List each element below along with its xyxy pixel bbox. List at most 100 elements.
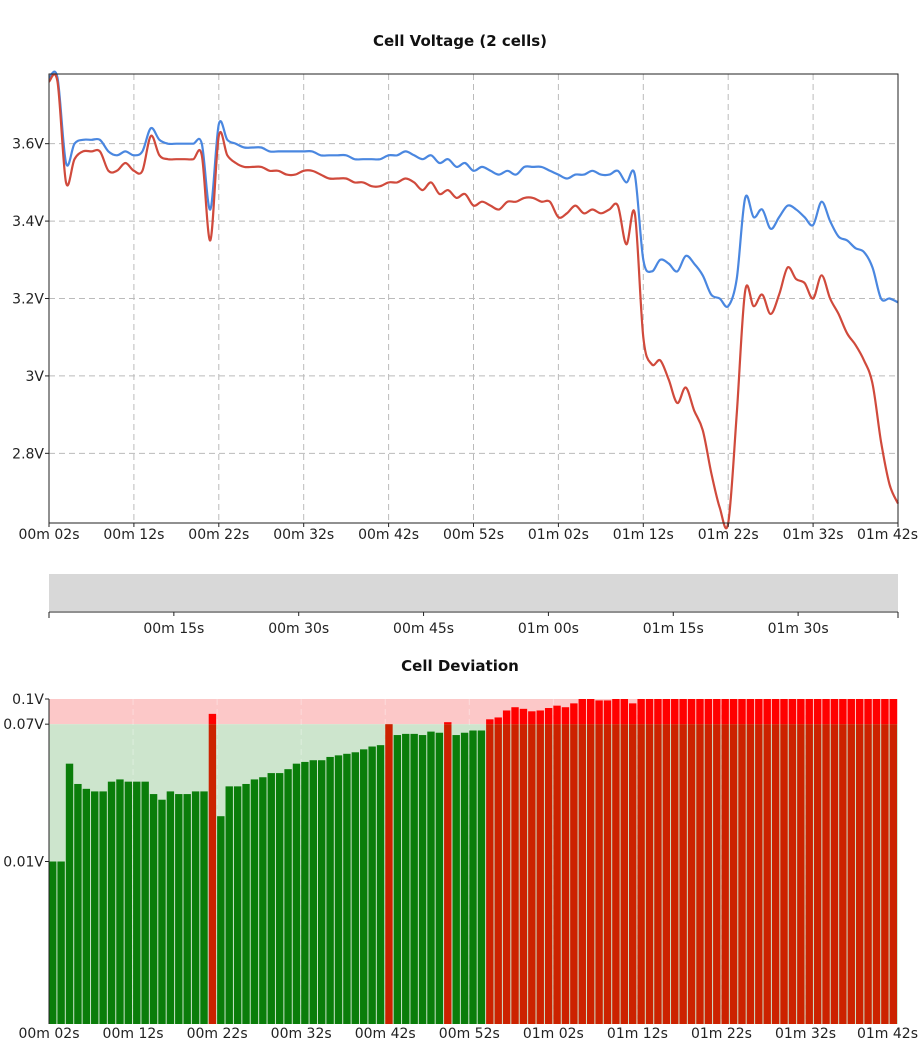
deviation-bar: [267, 773, 275, 1024]
deviation-bar: [889, 724, 897, 1024]
deviation-bar: [275, 773, 284, 1024]
deviation-x-tick-label: 00m 22s: [187, 1026, 248, 1042]
voltage-y-tick-label: 2.8V: [12, 446, 44, 462]
deviation-bar: [82, 788, 91, 1024]
deviation-bar-excess: [544, 708, 553, 725]
deviation-bar: [645, 724, 654, 1024]
deviation-bar: [629, 724, 637, 1024]
deviation-bar: [788, 724, 797, 1024]
deviation-bar-excess: [847, 699, 855, 725]
deviation-bar: [309, 760, 317, 1024]
deviation-bar-excess: [595, 700, 603, 725]
deviation-bar-excess: [612, 699, 620, 725]
deviation-bar: [158, 799, 166, 1024]
deviation-bar-excess: [729, 699, 738, 725]
deviation-bar: [797, 724, 805, 1024]
deviation-bar: [881, 724, 889, 1024]
deviation-bar-excess: [830, 699, 839, 725]
deviation-bar: [519, 724, 528, 1024]
voltage-x-tick-label: 00m 32s: [273, 527, 334, 543]
deviation-bar: [65, 763, 74, 1024]
timeline-tick-label: 00m 15s: [143, 621, 204, 637]
voltage-y-tick-label: 3.2V: [12, 292, 44, 308]
deviation-bar: [49, 861, 57, 1024]
deviation-bar-excess: [494, 717, 502, 725]
deviation-bar: [536, 724, 544, 1024]
deviation-bar-excess: [444, 722, 452, 725]
deviation-bar: [805, 724, 813, 1024]
deviation-bar: [578, 724, 586, 1024]
deviation-bar: [208, 724, 217, 1024]
deviation-bar: [864, 724, 872, 1024]
deviation-bar: [771, 724, 780, 1024]
deviation-bar: [133, 781, 141, 1024]
deviation-bar-excess: [746, 699, 755, 725]
deviation-bar: [317, 760, 326, 1024]
deviation-bar-excess: [502, 710, 511, 725]
deviation-bar: [418, 735, 427, 1024]
deviation-bar: [671, 724, 679, 1024]
deviation-bar-excess: [780, 699, 788, 725]
deviation-bar: [654, 724, 662, 1024]
deviation-bar: [393, 735, 402, 1024]
deviation-bar: [620, 724, 629, 1024]
voltage-x-tick-label: 00m 02s: [18, 527, 79, 543]
deviation-bar: [141, 781, 149, 1024]
deviation-bar: [91, 791, 99, 1024]
timeline-tick-label: 01m 30s: [768, 621, 829, 637]
deviation-bar: [351, 752, 360, 1024]
deviation-bar-excess: [822, 699, 830, 725]
cell-1-voltage-line: [47, 70, 899, 308]
deviation-bar-excess: [813, 699, 822, 725]
deviation-bar: [435, 732, 444, 1024]
deviation-bar: [149, 794, 158, 1024]
deviation-bar-excess: [738, 699, 746, 725]
deviation-bar: [486, 724, 494, 1024]
voltage-x-tick-label: 00m 22s: [188, 527, 249, 543]
deviation-bar: [225, 786, 233, 1024]
deviation-bar: [603, 724, 612, 1024]
deviation-bar: [326, 756, 334, 1024]
deviation-bar: [637, 724, 645, 1024]
deviation-bar: [847, 724, 855, 1024]
deviation-bar: [872, 724, 881, 1024]
deviation-x-tick-label: 01m 42s: [857, 1026, 918, 1042]
deviation-bar-excess: [536, 710, 544, 725]
deviation-bar: [502, 724, 511, 1024]
timeline-track[interactable]: [49, 574, 898, 611]
deviation-bar: [292, 763, 301, 1024]
deviation-bar-excess: [805, 699, 813, 725]
deviation-bar: [586, 724, 595, 1024]
deviation-bar: [595, 724, 603, 1024]
deviation-bar: [385, 724, 393, 1024]
timeline-tick-label: 00m 45s: [393, 621, 454, 637]
deviation-bar: [528, 724, 536, 1024]
deviation-bar-excess: [645, 699, 654, 725]
deviation-bar-excess: [654, 699, 662, 725]
deviation-bar-excess: [889, 699, 897, 725]
deviation-bar: [444, 724, 452, 1024]
voltage-x-tick-label: 01m 42s: [857, 527, 918, 543]
deviation-x-tick-label: 01m 02s: [523, 1026, 584, 1042]
deviation-x-tick-label: 00m 52s: [439, 1026, 500, 1042]
voltage-x-tick-label: 00m 52s: [443, 527, 504, 543]
deviation-x-tick-label: 00m 12s: [103, 1026, 164, 1042]
voltage-y-axis: 3.6V 3.4V 3.2V 3V 2.8V: [12, 137, 49, 462]
deviation-bar: [469, 730, 477, 1024]
deviation-bar: [721, 724, 729, 1024]
cell-2-voltage-line: [47, 73, 900, 530]
deviation-bar: [570, 724, 578, 1024]
deviation-bar-excess: [687, 699, 696, 725]
deviation-bar: [166, 791, 175, 1024]
deviation-bar-excess: [788, 699, 797, 725]
deviation-bar-excess: [208, 713, 217, 725]
deviation-bar: [561, 724, 570, 1024]
timeline-tick-label: 01m 00s: [518, 621, 579, 637]
deviation-bar: [477, 730, 486, 1024]
deviation-bar-excess: [671, 699, 679, 725]
deviation-bar: [780, 724, 788, 1024]
deviation-bar: [544, 724, 553, 1024]
voltage-y-tick-label: 3.4V: [12, 214, 44, 230]
deviation-bar: [687, 724, 696, 1024]
